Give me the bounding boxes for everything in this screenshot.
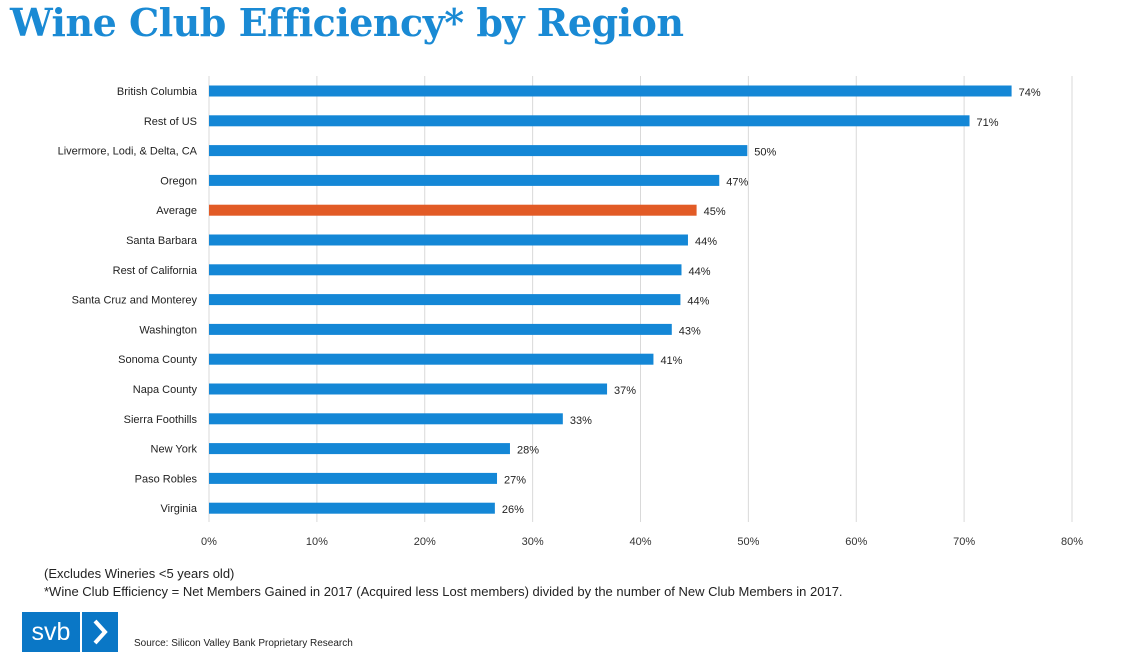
note-excludes: (Excludes Wineries <5 years old): [44, 566, 235, 581]
value-label: 74%: [1019, 87, 1041, 99]
bar: [209, 413, 563, 425]
note-definition: *Wine Club Efficiency = Net Members Gain…: [44, 584, 843, 599]
x-tick-label: 50%: [737, 536, 759, 548]
chart-notes: (Excludes Wineries <5 years old) *Wine C…: [44, 565, 843, 601]
value-label: 44%: [695, 236, 717, 248]
x-tick-label: 80%: [1061, 536, 1083, 548]
value-label: 44%: [687, 296, 709, 308]
bar: [209, 145, 748, 157]
category-label: Sierra Foothills: [124, 414, 198, 426]
bars: [209, 85, 1012, 514]
chart-title: Wine Club Efficiency* by Region: [10, 0, 684, 45]
bar: [209, 383, 608, 395]
bar: [209, 234, 688, 246]
value-label: 41%: [660, 355, 682, 367]
svb-logo: svb: [22, 612, 118, 652]
category-label: Rest of California: [113, 265, 198, 277]
bar: [209, 323, 672, 335]
x-tick-label: 70%: [953, 536, 975, 548]
bar: [209, 115, 970, 127]
value-label: 45%: [704, 206, 726, 218]
category-label: Average: [156, 205, 197, 217]
bar: [209, 294, 681, 306]
category-label: Paso Robles: [135, 473, 198, 485]
category-label: Virginia: [161, 503, 198, 515]
x-tick-label: 10%: [306, 536, 328, 548]
x-tick-label: 20%: [414, 536, 436, 548]
value-label: 44%: [688, 266, 710, 278]
category-label: Sonoma County: [118, 354, 197, 366]
labels: 0% 10% 20% 30% 40% 50% 60% 70% 80% British Columb…: [58, 86, 1084, 548]
bar: [209, 85, 1012, 97]
value-label: 50%: [754, 147, 776, 159]
category-label: Livermore, Lodi, & Delta, CA: [58, 146, 198, 158]
bar: [209, 264, 682, 276]
category-label: Oregon: [160, 175, 197, 187]
bar: [209, 443, 510, 455]
category-label: Santa Barbara: [126, 235, 198, 247]
value-label: 28%: [517, 445, 539, 457]
bar: [209, 174, 720, 186]
category-label: Napa County: [133, 384, 198, 396]
bar: [209, 472, 498, 484]
value-label: 71%: [977, 117, 999, 129]
x-tick-label: 60%: [845, 536, 867, 548]
bar: [209, 204, 697, 216]
category-label: Rest of US: [144, 116, 197, 128]
value-label: 47%: [726, 176, 748, 188]
logo-text: svb: [22, 612, 80, 652]
value-label: 33%: [570, 415, 592, 427]
value-label: 27%: [504, 474, 526, 486]
bar: [209, 502, 495, 514]
category-label: British Columbia: [117, 86, 198, 98]
x-tick-label: 30%: [522, 536, 544, 548]
category-label: Washington: [139, 324, 197, 336]
x-tick-label: 0%: [201, 536, 217, 548]
category-label: Santa Cruz and Monterey: [72, 295, 198, 307]
value-label: 37%: [614, 385, 636, 397]
value-label: 26%: [502, 504, 524, 516]
bar: [209, 353, 654, 365]
source-note: Source: Silicon Valley Bank Proprietary …: [134, 638, 353, 649]
x-tick-label: 40%: [629, 536, 651, 548]
chevron-right-icon: [82, 612, 118, 652]
value-label: 43%: [679, 325, 701, 337]
category-label: New York: [151, 444, 198, 456]
bar-chart: 0% 10% 20% 30% 40% 50% 60% 70% 80% British Columb…: [58, 76, 1084, 548]
